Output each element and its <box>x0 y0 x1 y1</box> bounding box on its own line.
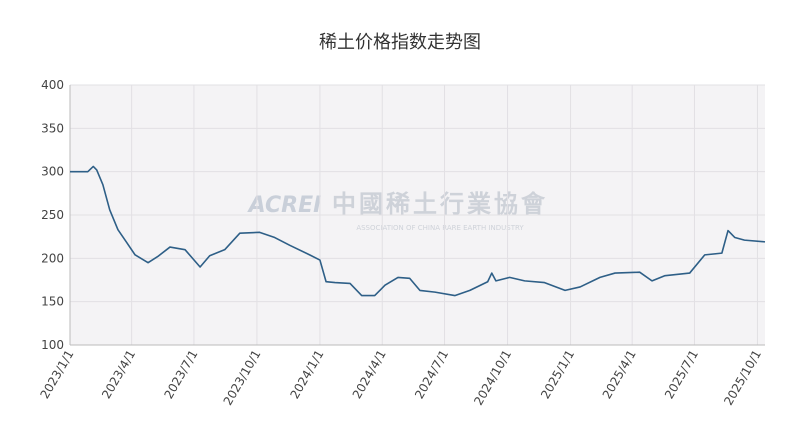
x-tick-label: 2023/7/1 <box>161 348 200 402</box>
x-tick-label: 2024/7/1 <box>412 348 451 402</box>
watermark-subtitle: ASSOCIATION OF CHINA RARE EARTH INDUSTRY <box>356 224 524 232</box>
y-tick-label: 250 <box>41 208 64 222</box>
watermark-name: 中國稀土行業協會 <box>332 190 548 218</box>
x-tick-label: 2025/7/1 <box>662 348 701 402</box>
x-tick-label: 2024/4/1 <box>350 348 389 402</box>
x-tick-label: 2024/1/1 <box>287 348 326 402</box>
y-tick-label: 150 <box>41 295 64 309</box>
y-tick-label: 200 <box>41 251 64 265</box>
line <box>70 165 766 297</box>
x-tick-label: 2025/4/1 <box>600 348 639 402</box>
x-tick-label: 2023/1/1 <box>38 348 77 402</box>
x-tick-label: 2025/10/1 <box>721 348 764 408</box>
x-tick-label: 2025/1/1 <box>538 348 577 402</box>
watermark: ACREI 中國稀土行業協會 ASSOCIATION OF CHINA RARE… <box>247 190 548 232</box>
chart-title: 稀土价格指数走势图 <box>319 32 481 53</box>
x-tick-label: 2023/10/1 <box>221 348 264 408</box>
y-tick-label: 100 <box>41 338 64 352</box>
x-tick-label: 2024/10/1 <box>471 348 514 408</box>
y-tick-label: 400 <box>41 78 64 92</box>
x-tick-label: 2023/4/1 <box>99 348 138 402</box>
watermark-logo: ACREI <box>247 193 322 218</box>
y-tick-label: 300 <box>41 165 64 179</box>
y-tick-label: 350 <box>41 121 64 135</box>
